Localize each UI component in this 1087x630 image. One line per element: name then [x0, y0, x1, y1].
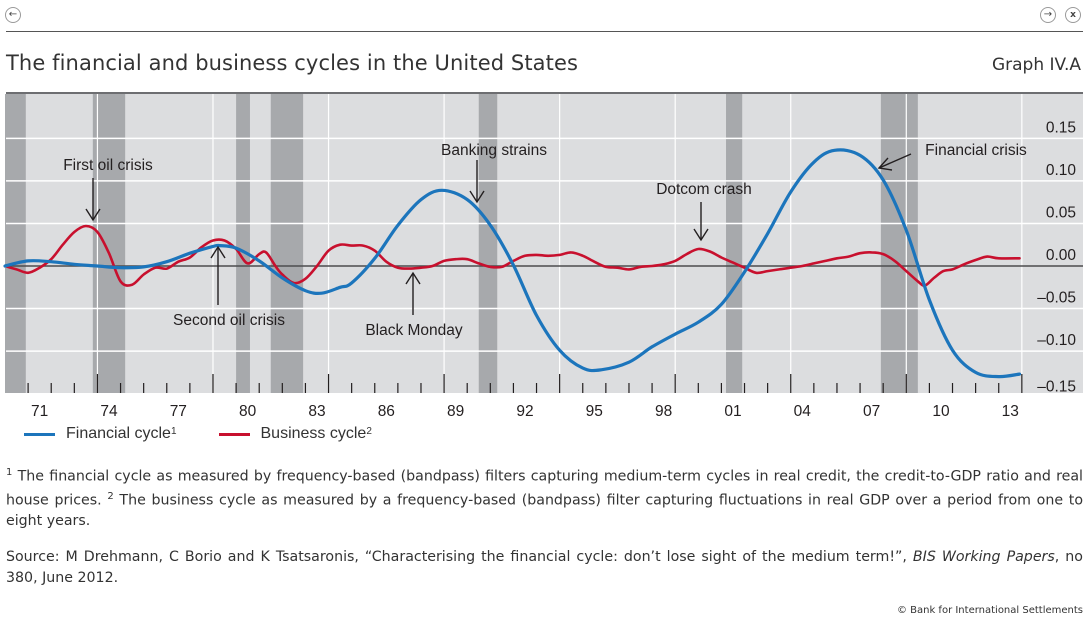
- y-tick-label: –0.05: [1037, 290, 1076, 307]
- x-tick-label: 98: [655, 403, 672, 420]
- footnote-1: The financial cycle as measured by frequ…: [6, 468, 1083, 509]
- legend-note-financial-cycle: 1: [170, 425, 177, 437]
- copyright: © Bank for International Settlements: [896, 605, 1083, 616]
- annotation-dotcom-crash: Dotcom crash: [656, 181, 752, 198]
- x-tick-label: 74: [100, 403, 118, 420]
- arrow-head-icon: [405, 271, 421, 285]
- y-tick-label: 0.05: [1046, 204, 1076, 221]
- arrow-left-icon: ←: [8, 9, 18, 20]
- x-tick-label: 13: [1002, 403, 1019, 420]
- x-tick-label: 86: [378, 403, 395, 420]
- chart: First oil crisis Second oil crisis Banking…: [3, 92, 1083, 420]
- footnote-marker-2: 2: [107, 491, 114, 503]
- y-tick-label: 0.00: [1046, 247, 1077, 264]
- x-tick-label: 83: [308, 403, 325, 420]
- footnote-marker-1: 1: [6, 467, 13, 478]
- x-tick-label: 71: [31, 403, 48, 420]
- footnote-2: The business cycle as measured by a freq…: [6, 492, 1084, 530]
- legend-swatch-financial-cycle: [24, 432, 55, 436]
- source-note: Source: M Drehmann, C Borio and K Tsatsa…: [6, 547, 1083, 588]
- graph-id: Graph IV.A: [991, 55, 1081, 75]
- y-tick-label: 0.15: [1046, 119, 1076, 136]
- legend-item-business-cycle: Business cycle 2: [218, 425, 372, 443]
- recession-band: [270, 94, 304, 393]
- recession-band: [236, 94, 250, 393]
- chart-legend: Financial cycle 1 Business cycle 2: [24, 425, 414, 443]
- close-icon: x: [1070, 9, 1076, 20]
- x-tick-label: 89: [447, 403, 464, 420]
- arrow-head-icon: [85, 208, 101, 222]
- x-tick-label: 10: [932, 403, 950, 420]
- legend-label-business-cycle: Business cycle: [260, 425, 367, 442]
- recession-band: [92, 94, 126, 393]
- y-tick-label: –0.10: [1037, 332, 1076, 349]
- x-tick-label: 01: [724, 403, 741, 420]
- annotation-black-monday: Black Monday: [365, 322, 463, 339]
- chart-title: The financial and business cycles in the…: [6, 51, 579, 75]
- x-tick-label: 07: [863, 403, 880, 420]
- x-tick-label: 04: [794, 403, 812, 420]
- close-button[interactable]: x: [1065, 7, 1081, 23]
- arrow-right-icon: →: [1043, 9, 1053, 20]
- arrow-head-icon: [693, 228, 709, 242]
- x-tick-label: 95: [586, 403, 603, 420]
- annotation-first-oil-crisis: First oil crisis: [63, 157, 153, 174]
- annotation-arrow-financial-crisis: [878, 153, 912, 169]
- header-divider: [6, 31, 1083, 32]
- x-tick-label: 92: [516, 403, 533, 420]
- forward-button[interactable]: →: [1040, 7, 1056, 23]
- recession-band: [726, 94, 743, 393]
- source-journal: BIS Working Papers: [912, 549, 1055, 565]
- y-tick-label: –0.15: [1037, 379, 1076, 396]
- legend-swatch-business-cycle: [218, 432, 250, 436]
- source-prefix: Source: M Drehmann, C Borio and K Tsatsa…: [6, 549, 913, 565]
- annotation-second-oil-crisis: Second oil crisis: [173, 312, 285, 329]
- legend-note-business-cycle: 2: [366, 425, 372, 437]
- x-tick-label: 80: [239, 403, 257, 420]
- source-suffix: , no 380, June 2012.: [6, 549, 1083, 586]
- recession-band: [478, 94, 498, 393]
- annotation-financial-crisis: Financial crisis: [925, 142, 1027, 159]
- business-cycle-line: [3, 224, 1021, 287]
- back-button[interactable]: ←: [5, 7, 21, 23]
- arrow-head-icon: [469, 190, 485, 204]
- recession-band: [5, 94, 26, 393]
- arrow-head-icon: [210, 245, 226, 259]
- x-tick-label: 77: [170, 403, 187, 420]
- footnotes: 1 The financial cycle as measured by fre…: [6, 463, 1083, 532]
- y-tick-label: 0.10: [1046, 162, 1077, 179]
- legend-item-financial-cycle: Financial cycle 1: [24, 425, 177, 443]
- arrow-head-icon: [877, 157, 893, 171]
- legend-label-financial-cycle: Financial cycle: [66, 425, 171, 442]
- annotation-banking-strains: Banking strains: [441, 142, 547, 159]
- financial-cycle-line: [3, 148, 1022, 379]
